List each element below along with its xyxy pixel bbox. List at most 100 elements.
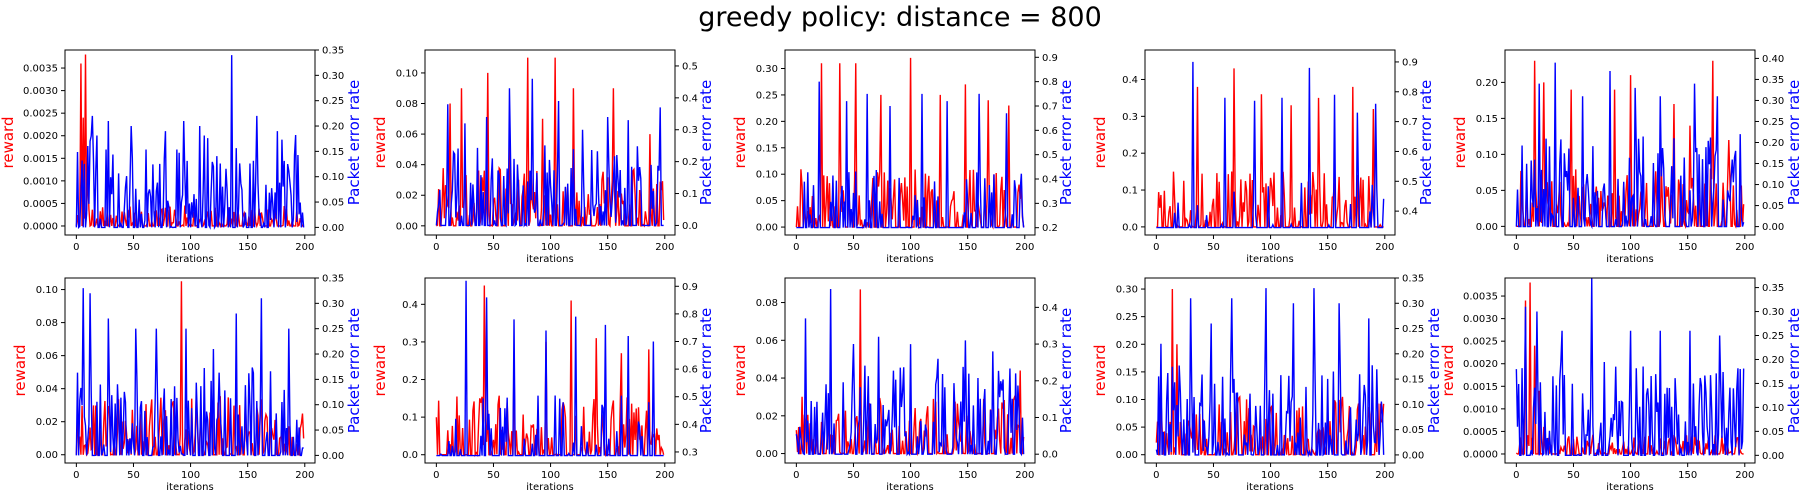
x-tick-label: 100 xyxy=(541,470,560,481)
y-left-tick-label: 0.02 xyxy=(756,411,778,422)
y-left-tick-label: 0.10 xyxy=(756,170,778,181)
y-left-tick-label: 0.20 xyxy=(1476,78,1498,89)
x-tick-label: 150 xyxy=(1318,242,1337,253)
y-right-tick-label: 0.20 xyxy=(1402,349,1424,360)
figure-title: greedy policy: distance = 800 xyxy=(698,2,1102,33)
y-right-tick-label: 0.7 xyxy=(1402,117,1418,128)
y-right-tick-label: 0.1 xyxy=(1042,413,1058,424)
y-left-tick-label: 0.0030 xyxy=(23,86,58,97)
y-right-tick-label: 0.20 xyxy=(322,122,344,133)
x-tick-label: 150 xyxy=(1678,242,1697,253)
x-tick-label: 100 xyxy=(1621,242,1640,253)
subplot-6: 0 50 100 150 200 iterations 0.00 0.02 0.04 0.06 0.… xyxy=(11,274,363,494)
x-tick-label: 150 xyxy=(598,470,617,481)
y-left-axis-label: reward xyxy=(371,345,389,397)
y-right-tick-label: 0.35 xyxy=(322,274,344,285)
y-right-tick-label: 0.20 xyxy=(1762,138,1784,149)
subplot-8: 0 50 100 150 200 iterations 0.00 0.02 0.04 0.06 0.… xyxy=(731,277,1075,493)
y-right-tick-label: 0.10 xyxy=(1762,180,1784,191)
packet-error-line-7 xyxy=(436,280,664,457)
y-left-axis-label: reward xyxy=(731,117,749,169)
x-tick-label: 200 xyxy=(1375,470,1394,481)
x-axis-label: iterations xyxy=(526,482,573,493)
y-left-tick-label: 0.0015 xyxy=(1463,382,1498,393)
y-left-tick-label: 0.30 xyxy=(756,64,778,75)
y-right-tick-label: 0.7 xyxy=(682,337,698,348)
y-left-tick-label: 0.04 xyxy=(756,374,778,385)
subplot-3: 0 50 100 150 200 iterations 0.00 0.05 0.10 0.15 0.… xyxy=(731,49,1075,265)
y-left-tick-label: 0.00 xyxy=(756,449,778,460)
y-right-tick-label: 0.20 xyxy=(322,350,344,361)
y-left-tick-label: 0.0020 xyxy=(1463,359,1498,370)
packet-error-line-8 xyxy=(795,289,1025,457)
y-left-tick-label: 0.4 xyxy=(402,300,418,311)
y-right-tick-label: 0.2 xyxy=(1042,376,1058,387)
y-left-tick-label: 0.3 xyxy=(1122,112,1138,123)
y-left-tick-label: 0.25 xyxy=(1116,312,1138,323)
y-right-tick-label: 0.3 xyxy=(1042,340,1058,351)
y-left-tick-label: 0.2 xyxy=(1122,149,1138,160)
y-left-axis-label: reward xyxy=(1091,345,1109,397)
x-tick-label: 0 xyxy=(433,470,439,481)
x-tick-label: 0 xyxy=(73,470,79,481)
y-left-tick-label: 0.00 xyxy=(1116,450,1138,461)
x-tick-label: 200 xyxy=(655,470,674,481)
y-right-axis-label: Packet error rate xyxy=(1417,80,1435,205)
x-tick-label: 200 xyxy=(1015,470,1034,481)
packet-error-line-3 xyxy=(796,81,1025,229)
y-right-tick-label: 0.0 xyxy=(1042,450,1058,461)
y-left-axis-label: reward xyxy=(1439,345,1457,397)
x-tick-label: 200 xyxy=(295,242,314,253)
subplot-5: 0 50 100 150 200 iterations 0.00 0.05 0.10 0.15 0.… xyxy=(1451,49,1800,265)
x-axis-label: iterations xyxy=(886,254,933,265)
y-left-tick-label: 0.10 xyxy=(1476,150,1498,161)
y-right-tick-label: 0.5 xyxy=(682,392,698,403)
y-left-tick-label: 0.0010 xyxy=(23,176,58,187)
x-tick-label: 200 xyxy=(655,242,674,253)
axes-frame xyxy=(784,277,1036,464)
x-tick-label: 100 xyxy=(541,242,560,253)
y-left-tick-label: 0.0000 xyxy=(1463,449,1498,460)
y-right-tick-label: 0.3 xyxy=(682,447,698,458)
y-right-tick-label: 0.3 xyxy=(1042,199,1058,210)
y-left-tick-label: 0.0 xyxy=(402,450,418,461)
y-right-axis-label: Packet error rate xyxy=(1057,308,1075,433)
x-tick-label: 50 xyxy=(127,470,140,481)
y-left-tick-label: 0.00 xyxy=(756,223,778,234)
x-tick-label: 0 xyxy=(1153,242,1159,253)
y-right-tick-label: 0.6 xyxy=(1402,147,1418,158)
x-tick-label: 100 xyxy=(901,470,920,481)
x-tick-label: 0 xyxy=(433,242,439,253)
y-left-axis-label: reward xyxy=(1091,117,1109,169)
y-left-tick-label: 0.08 xyxy=(36,318,58,329)
y-right-tick-label: 0.35 xyxy=(1762,75,1784,86)
y-right-tick-label: 0.6 xyxy=(682,365,698,376)
y-left-tick-label: 0.0030 xyxy=(1463,314,1498,325)
x-tick-label: 100 xyxy=(181,470,200,481)
y-right-tick-label: 0.30 xyxy=(1402,299,1424,310)
y-left-tick-label: 0.08 xyxy=(756,298,778,309)
y-right-tick-label: 0.25 xyxy=(1402,324,1424,335)
x-tick-label: 50 xyxy=(487,470,500,481)
y-right-tick-label: 0.05 xyxy=(322,198,344,209)
y-left-tick-label: 0.02 xyxy=(36,417,58,428)
y-right-tick-label: 0.9 xyxy=(682,282,698,293)
y-right-tick-label: 0.25 xyxy=(322,324,344,335)
x-tick-label: 0 xyxy=(73,242,79,253)
axes-frame xyxy=(1504,277,1756,464)
y-right-tick-label: 0.35 xyxy=(1762,283,1784,294)
y-left-tick-label: 0.05 xyxy=(756,196,778,207)
y-left-tick-label: 0.05 xyxy=(1116,423,1138,434)
y-right-tick-label: 0.00 xyxy=(322,451,344,462)
y-right-tick-label: 0.25 xyxy=(1762,117,1784,128)
y-right-tick-label: 0.4 xyxy=(1042,303,1058,314)
y-left-tick-label: 0.0035 xyxy=(23,64,58,75)
y-right-tick-label: 0.5 xyxy=(1042,150,1058,161)
y-right-tick-label: 0.4 xyxy=(682,93,698,104)
x-tick-label: 50 xyxy=(1567,242,1580,253)
x-tick-label: 150 xyxy=(598,242,617,253)
x-tick-label: 100 xyxy=(901,242,920,253)
y-left-tick-label: 0.02 xyxy=(396,191,418,202)
y-right-tick-label: 0.20 xyxy=(1762,355,1784,366)
